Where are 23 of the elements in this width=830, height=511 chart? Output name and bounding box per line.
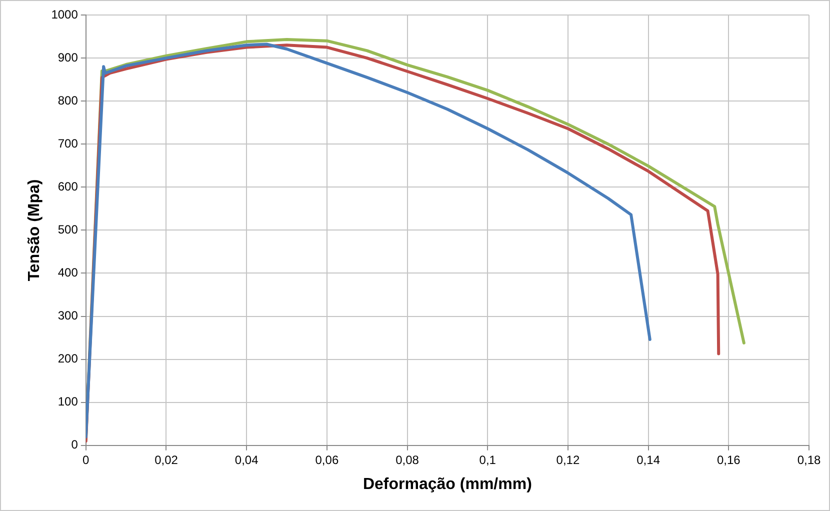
x-tick-label: 0,08 [396,452,420,467]
x-tick-label: 0,1 [479,452,496,467]
x-tick-label: 0,12 [556,452,580,467]
y-tick-label: 900 [58,50,78,64]
x-axis-title: Deformação (mm/mm) [362,476,532,493]
x-tick-label: 0,04 [234,452,259,467]
x-tick-label: 0,02 [154,452,178,467]
y-axis-title: Tensão (Mpa) [26,179,44,282]
y-tick-label: 0 [71,438,78,452]
x-tick-label: 0,18 [797,452,821,467]
y-tick-label: 100 [58,394,78,409]
y-tick-label: 400 [58,266,78,280]
y-tick-label: 700 [58,136,78,150]
y-tick-label: 500 [58,222,78,237]
y-tick-label: 1000 [51,7,78,22]
x-tick-label: 0 [82,452,90,467]
x-tick-label: 0,06 [315,452,339,467]
x-tick-label: 0,14 [636,452,660,467]
y-tick-label: 800 [58,93,78,108]
y-tick-label: 200 [58,352,78,366]
x-tick-label: 0,16 [716,452,741,467]
y-tick-label: 600 [58,179,78,194]
y-tick-label: 300 [58,308,78,323]
